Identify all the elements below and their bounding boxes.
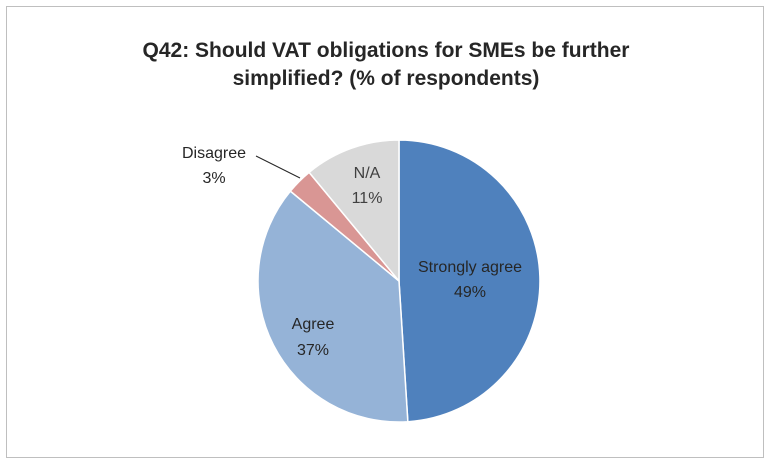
leader-line-disagree — [255, 155, 301, 179]
pie-slice-agree — [257, 190, 409, 423]
slice-value-disagree: 3% — [202, 170, 225, 187]
slice-value-na: 11% — [352, 190, 383, 207]
slice-value-agree: 37% — [297, 342, 329, 359]
chart-title: Q42: Should VAT obligations for SMEs be … — [7, 37, 765, 93]
slice-label-na: N/A — [354, 165, 381, 182]
pie-slice-strongly-agree — [398, 139, 541, 423]
chart-title-line-2: simplified? (% of respondents) — [232, 67, 540, 90]
slice-label-strongly-agree: Strongly agree — [418, 259, 522, 276]
chart-title-line-1: Q42: Should VAT obligations for SMEs be … — [142, 39, 630, 62]
slice-label-disagree: Disagree — [182, 145, 246, 162]
pie-slice-na — [308, 139, 400, 284]
slice-label-agree: Agree — [292, 316, 335, 333]
slice-value-strongly-agree: 49% — [454, 284, 486, 301]
